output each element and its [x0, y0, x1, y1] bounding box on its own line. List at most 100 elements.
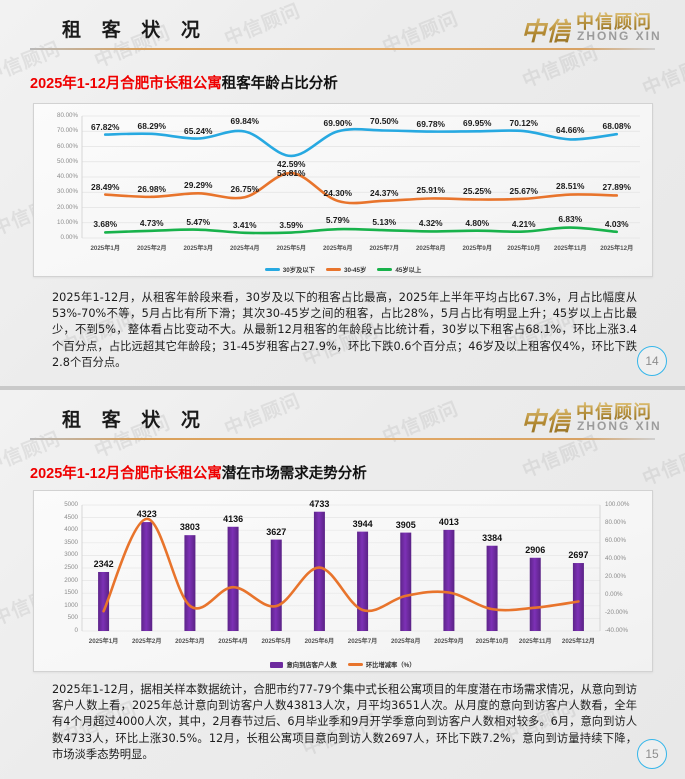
bar — [400, 532, 412, 631]
bar — [313, 511, 325, 631]
chart1-data-label: 25.25% — [463, 186, 492, 197]
slide-potential-demand-trend: 中信顾问 中信顾问 中信顾问 中信顾问 中信顾问 中信顾问 中信顾问 中信顾问 … — [0, 390, 685, 779]
chart1-y-tick: 50.00% — [57, 157, 78, 165]
analysis-paragraph: 2025年1-12月，从租客年龄段来看，30岁及以下的租客占比最高，2025年上… — [52, 291, 637, 369]
chart1-data-label: 4.73% — [139, 217, 164, 228]
chart2-y-tick: 3500 — [64, 538, 78, 546]
slide-rental-age-distribution: 中信顾问 中信顾问 中信顾问 中信顾问 中信顾问 中信顾问 中信顾问 中信顾问 … — [0, 0, 685, 386]
chart1-y-tick: 20.00% — [57, 203, 78, 211]
demand-chart-panel: 5000 4500 4000 3500 3000 2500 2000 1500 1000 500 0… — [33, 490, 653, 672]
age-ratio-chart-panel: 80.00% 70.00% 60.00% 50.00% 40.00% 30.00% 20.0… — [33, 103, 653, 277]
chart2-data-label: 3944 — [352, 518, 373, 529]
logo-name-cn: 中信顾问 — [576, 8, 652, 34]
chart1-data-label: 25.67% — [509, 185, 538, 196]
chart1-data-label: 27.89% — [602, 182, 631, 193]
section-title-highlight: 2025年1-12月合肥市长租公寓 — [30, 76, 222, 92]
chart1-data-label: 24.37% — [370, 187, 399, 198]
chart2-y2-tick: -40.00% — [605, 627, 629, 634]
page-number-badge: 14 — [637, 346, 667, 376]
chart1-data-label: 67.82% — [91, 121, 120, 132]
legend-label: 45岁以上 — [395, 267, 422, 274]
chart1-x-tick: 2025年6月 — [322, 245, 353, 252]
chart1-data-label: 69.84% — [230, 116, 259, 127]
chart1-x-tick: 2025年1月 — [90, 245, 121, 252]
header-divider — [30, 438, 655, 440]
chart1-legend: 30岁及以下 30-45岁 45岁以上 — [34, 265, 652, 274]
legend-item: 45岁以上 — [377, 265, 421, 274]
section-title: 2025年1-12月合肥市长租公寓潜在市场需求走势分析 — [30, 462, 367, 483]
chart1-data-label: 6.83% — [558, 213, 583, 224]
chart1-data-label: 5.47% — [186, 216, 211, 227]
chart2-x-tick: 2025年4月 — [218, 638, 248, 645]
chart2-x-tick: 2025年2月 — [131, 638, 162, 645]
chart1-x-tick: 2025年11月 — [553, 245, 587, 252]
chart2-y-tick: 4500 — [64, 513, 78, 521]
chart1-data-label: 3.41% — [232, 219, 257, 230]
chart1-data-label: 28.51% — [556, 180, 585, 191]
page-title: 租 客 状 况 — [62, 409, 207, 431]
bar — [270, 539, 282, 631]
chart1-data-label: 24.30% — [323, 187, 352, 198]
chart1-svg — [81, 115, 640, 239]
chart2-x-tick: 2025年3月 — [175, 638, 205, 645]
chart1-data-label: 4.80% — [465, 217, 490, 228]
chart1-data-label: 70.50% — [370, 116, 399, 127]
section-title-rest: 潜在市场需求走势分析 — [221, 466, 367, 482]
logo-mark-icon: 中信 — [521, 402, 571, 438]
company-logo: 中信 中信顾问 ZHONG XIN — [521, 8, 671, 48]
legend-label: 环比增减率（%） — [365, 662, 416, 669]
chart2-x-tick: 2025年5月 — [261, 638, 292, 645]
series-line-45岁以上 — [103, 226, 619, 235]
chart2-y-tick: 500 — [67, 614, 78, 622]
chart2-y-tick: 3000 — [64, 551, 78, 559]
header-divider — [30, 48, 655, 50]
legend-swatch — [270, 661, 284, 668]
chart2-y-tick: 5000 — [64, 501, 78, 508]
chart1-data-label: 69.78% — [416, 118, 445, 129]
chart2-x-tick: 2025年8月 — [390, 638, 421, 645]
chart2-x-tick: 2025年12月 — [561, 638, 595, 645]
bar — [357, 531, 369, 631]
demand-bar-line-chart: 5000 4500 4000 3500 3000 2500 2000 1500 1000 500 0… — [34, 491, 652, 671]
logo-mark-icon: 中信 — [521, 12, 571, 48]
chart1-x-tick: 2025年12月 — [600, 245, 634, 252]
chart2-data-label: 4733 — [309, 498, 330, 509]
chart2-data-label: 3905 — [395, 519, 416, 530]
chart2-x-tick: 2025年7月 — [347, 638, 378, 645]
page-title: 租 客 状 况 — [62, 19, 207, 41]
bar — [572, 563, 584, 631]
chart1-x-tick: 2025年7月 — [369, 245, 400, 252]
chart1-data-label: 70.12% — [509, 118, 538, 129]
logo-name-cn: 中信顾问 — [576, 398, 652, 424]
chart1-x-tick: 2025年10月 — [507, 245, 541, 252]
chart1-x-tick: 2025年8月 — [415, 245, 446, 252]
slide-header: 租 客 状 况 中信 中信顾问 ZHONG XIN — [0, 0, 685, 55]
legend-label: 30岁及以下 — [282, 267, 315, 274]
chart1-y-tick: 10.00% — [57, 218, 78, 226]
page-number-badge: 15 — [637, 739, 667, 769]
chart1-data-label: 69.95% — [463, 118, 492, 129]
legend-label: 意向到店客户人数 — [286, 662, 337, 669]
chart1-data-label: 42.59% — [277, 159, 306, 170]
chart2-y2-tick: -20.00% — [605, 609, 629, 616]
legend-swatch — [347, 663, 363, 666]
chart2-y-tick: 4000 — [64, 526, 78, 534]
chart1-y-tick: 30.00% — [57, 188, 78, 196]
legend-item: 意向到店客户人数 — [270, 660, 337, 669]
bar — [486, 545, 498, 631]
chart2-data-label: 3627 — [266, 526, 287, 537]
chart2-x-tick: 2025年10月 — [475, 638, 509, 645]
chart1-data-label: 3.59% — [279, 219, 304, 230]
chart2-data-label: 4136 — [223, 513, 244, 524]
bar — [98, 571, 110, 631]
bar — [529, 557, 541, 631]
chart2-y2-tick: 0.00% — [605, 591, 623, 598]
chart1-y-tick: 60.00% — [57, 142, 78, 150]
chart1-data-label: 4.21% — [511, 218, 536, 229]
chart1-data-label: 64.66% — [556, 125, 585, 136]
chart2-y2-tick: 20.00% — [605, 573, 626, 580]
legend-swatch — [377, 268, 393, 271]
chart2-y2-tick: 40.00% — [605, 555, 626, 562]
chart2-y-tick: 1500 — [64, 589, 78, 597]
chart2-x-tick: 2025年6月 — [304, 638, 335, 645]
